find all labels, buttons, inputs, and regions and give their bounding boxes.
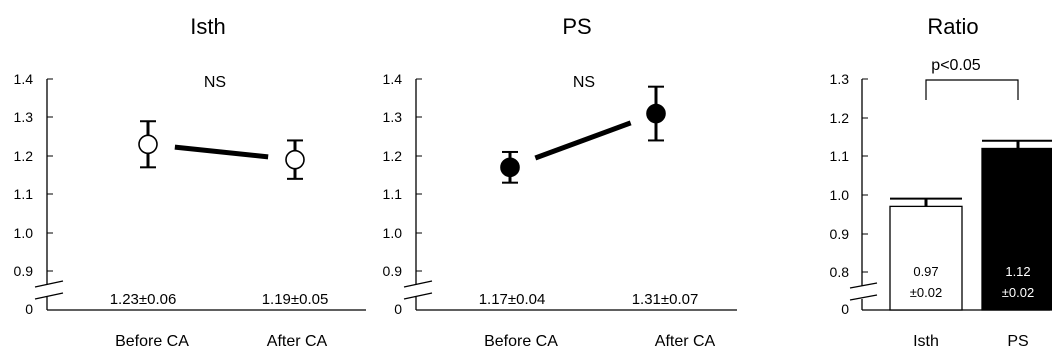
bar-error-label: ±0.02 (1002, 285, 1034, 300)
y-tick-label: 1.3 (14, 109, 34, 125)
panel-ps: PS NS 1.4 1.3 1.2 1.1 1.0 0.9 0 (383, 14, 737, 350)
bar-value-label: 0.97 (913, 264, 938, 279)
bar-error-label: ±0.02 (910, 285, 942, 300)
panel-title: Isth (190, 14, 225, 39)
x-category-label: After CA (655, 333, 716, 350)
y-tick-label: 0 (841, 301, 849, 317)
y-tick-label: 0.9 (14, 263, 34, 279)
y-tick-label: 1.2 (830, 110, 850, 126)
y-tick-label: 1.1 (383, 186, 403, 202)
data-point (285, 149, 305, 170)
x-category-label: After CA (267, 333, 328, 350)
y-tick-label: 1.0 (383, 225, 403, 241)
ns-annotation: NS (573, 74, 595, 91)
y-ticks: 1.4 1.3 1.2 1.1 1.0 0.9 0 (14, 71, 53, 317)
data-point (138, 134, 158, 155)
axis-break-mark (34, 292, 64, 300)
panel-isth: Isth NS 1.4 1.3 1.2 1.1 1.0 0.9 0 (14, 14, 366, 350)
y-ticks: 1.3 1.2 1.1 1.0 0.9 0.8 0 (830, 71, 868, 317)
y-tick-label: 1.2 (14, 148, 34, 164)
value-label: 1.23±0.06 (110, 291, 177, 308)
bar (981, 147, 1052, 311)
value-label: 1.31±0.07 (632, 291, 699, 308)
y-tick-label: 1.4 (14, 71, 34, 87)
y-tick-label: 0.9 (383, 263, 403, 279)
y-tick-label: 1.3 (830, 71, 850, 87)
significance-label: p<0.05 (931, 57, 980, 74)
y-ticks: 1.4 1.3 1.2 1.1 1.0 0.9 0 (383, 71, 422, 317)
y-tick-label: 1.1 (830, 148, 850, 164)
y-tick-label: 1.0 (830, 187, 850, 203)
y-tick-label: 1.0 (14, 225, 34, 241)
panel-ratio: Ratio p<0.05 1.3 1.2 1.1 1.0 0.9 0.8 0 (830, 14, 1052, 350)
connecting-line (534, 120, 632, 161)
y-tick-label: 1.1 (14, 186, 34, 202)
bar (889, 205, 963, 311)
y-tick-label: 0 (394, 301, 402, 317)
x-category-label: Before CA (484, 333, 558, 350)
panel-title: PS (562, 14, 591, 39)
x-category-label: Isth (913, 333, 939, 350)
y-tick-label: 1.3 (383, 109, 403, 125)
axis-break-mark (849, 294, 878, 301)
y-tick-label: 0.8 (830, 264, 850, 280)
y-tick-label: 1.4 (383, 71, 403, 87)
y-tick-label: 0 (25, 301, 33, 317)
connecting-line (174, 144, 269, 160)
bar-value-label: 1.12 (1005, 264, 1030, 279)
axis-break-mark (403, 292, 433, 300)
significance-bracket (925, 79, 1019, 100)
y-tick-label: 1.2 (383, 148, 403, 164)
axis-break-mark (34, 280, 64, 288)
axis-break-mark (403, 280, 433, 288)
value-label: 1.19±0.05 (262, 291, 329, 308)
data-point (500, 157, 520, 178)
x-category-label: PS (1007, 333, 1028, 350)
ns-annotation: NS (204, 74, 226, 91)
axis-break-mark (849, 282, 878, 289)
value-label: 1.17±0.04 (479, 291, 546, 308)
x-category-label: Before CA (115, 333, 189, 350)
data-point (646, 103, 666, 124)
panel-title: Ratio (927, 14, 978, 39)
y-tick-label: 0.9 (830, 226, 850, 242)
